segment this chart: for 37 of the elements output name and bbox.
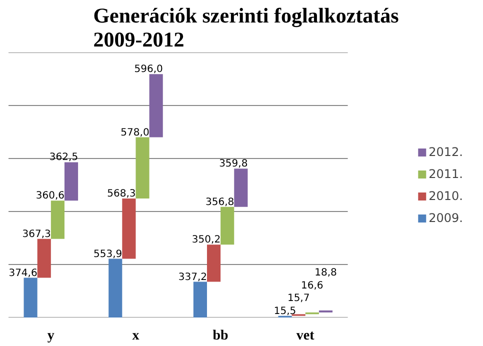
legend-label: 2012. — [428, 144, 463, 158]
bar — [37, 238, 51, 278]
data-label: 359,8 — [219, 158, 248, 170]
data-label: 356,8 — [205, 196, 234, 208]
data-label: 360,6 — [36, 190, 64, 202]
bar — [149, 74, 163, 138]
bar — [108, 258, 122, 318]
data-label: 350,2 — [192, 234, 221, 246]
data-label: 18,8 — [314, 267, 337, 278]
bar — [234, 168, 248, 207]
x-tick-label: vet — [296, 328, 315, 344]
bar — [206, 244, 221, 282]
data-label: 15,5 — [274, 306, 296, 317]
x-tick-label: bb — [212, 328, 229, 344]
bar — [64, 162, 78, 201]
data-label: 362,5 — [49, 152, 78, 164]
bar — [24, 278, 38, 318]
bar — [136, 137, 150, 199]
x-tick-label: x — [132, 328, 140, 344]
data-label: 374,6 — [8, 268, 38, 279]
bar — [122, 198, 136, 259]
legend-label: 2009. — [428, 210, 463, 224]
data-label: 15,7 — [287, 293, 310, 304]
bar — [193, 282, 207, 318]
bar — [50, 200, 64, 239]
data-label: 568,3 — [107, 188, 136, 200]
chart-title: Generációk szerinti foglalkoztatás 2009-2012 — [93, 4, 399, 52]
data-label: 367,3 — [22, 228, 51, 240]
data-label: 596,0 — [134, 64, 163, 76]
legend-label: 2010. — [428, 188, 463, 202]
data-label: 337,2 — [178, 272, 207, 283]
data-label: 553,9 — [94, 248, 122, 260]
bar — [220, 206, 234, 245]
data-label: 16,6 — [301, 280, 324, 292]
legend-label: 2011. — [428, 166, 463, 180]
x-tick-label: y — [47, 328, 54, 344]
data-label: 578,0 — [120, 127, 150, 138]
